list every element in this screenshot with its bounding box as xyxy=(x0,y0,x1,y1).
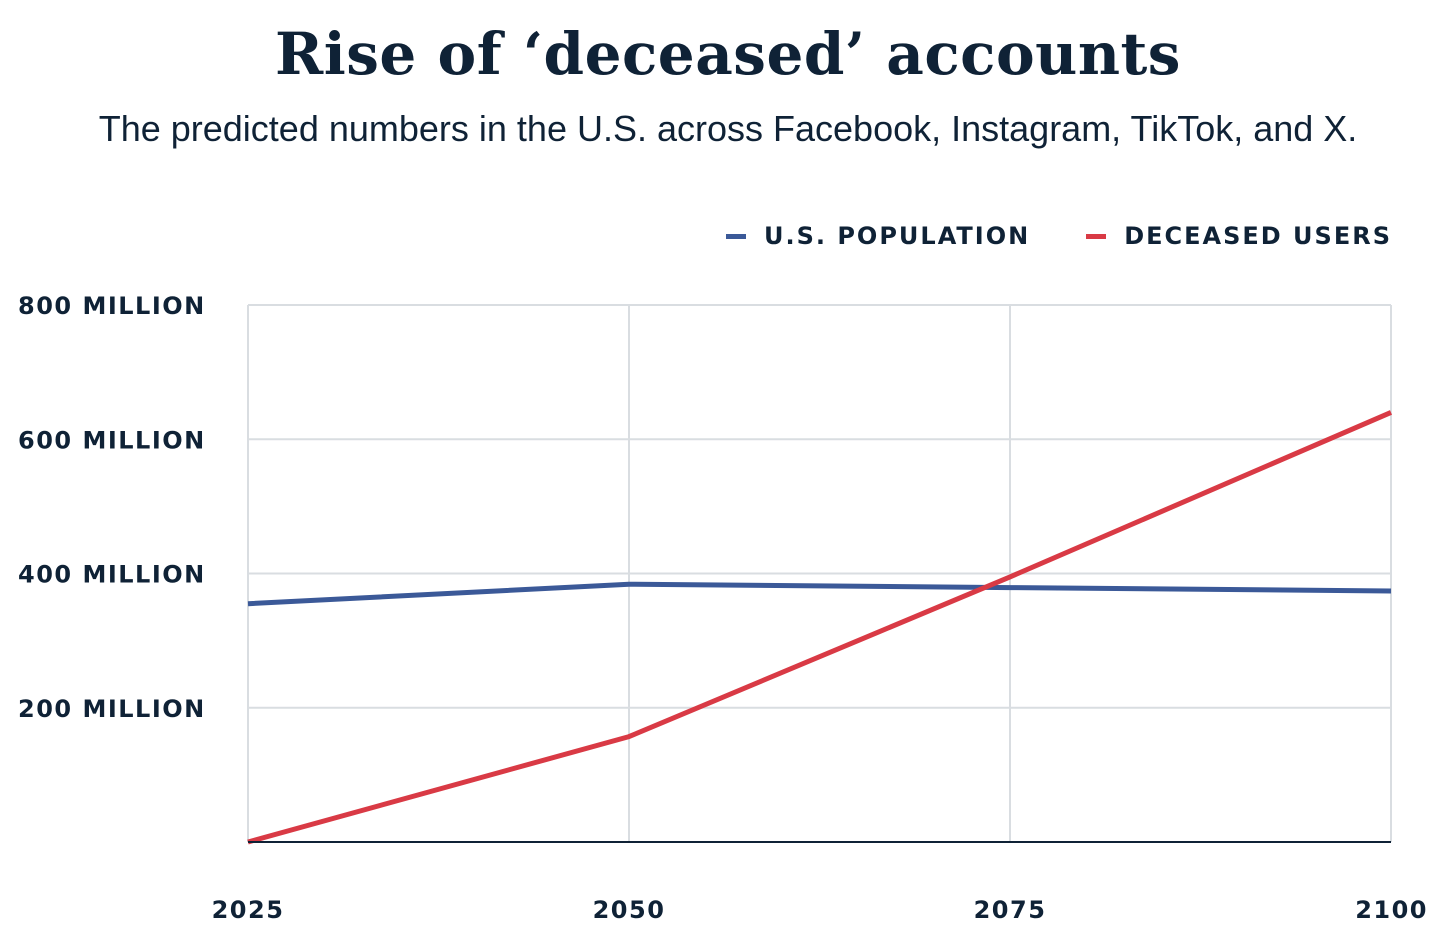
y-tick-label: 400 MILLION xyxy=(18,561,206,589)
y-tick-label: 200 MILLION xyxy=(18,695,206,723)
x-tick-label: 2075 xyxy=(974,896,1047,924)
legend-item-deceased: DECEASED USERS xyxy=(1086,222,1392,250)
y-tick-label: 600 MILLION xyxy=(18,426,206,454)
series-line-deceased xyxy=(247,410,1392,845)
grid-layer xyxy=(247,304,1392,842)
series-layer xyxy=(247,410,1392,845)
legend-label-deceased: DECEASED USERS xyxy=(1124,222,1392,250)
legend-swatch-population xyxy=(725,233,746,239)
x-tick-label: 2050 xyxy=(593,896,666,924)
y-tick-label: 800 MILLION xyxy=(18,292,206,320)
legend-label-population: U.S. POPULATION xyxy=(763,222,1031,250)
chart-subtitle: The predicted numbers in the U.S. across… xyxy=(98,108,1358,149)
chart-title: Rise of ‘deceased’ accounts xyxy=(275,20,1181,88)
x-tick-label: 2100 xyxy=(1355,896,1428,924)
legend: U.S. POPULATION DECEASED USERS xyxy=(725,222,1392,250)
legend-item-population: U.S. POPULATION xyxy=(725,222,1031,250)
x-tick-label: 2025 xyxy=(212,896,285,924)
label-layer: 200 MILLION 400 MILLION 600 MILLION 800 MIL… xyxy=(18,292,1428,924)
series-line-population xyxy=(247,581,1392,607)
legend-swatch-deceased xyxy=(1086,233,1107,239)
